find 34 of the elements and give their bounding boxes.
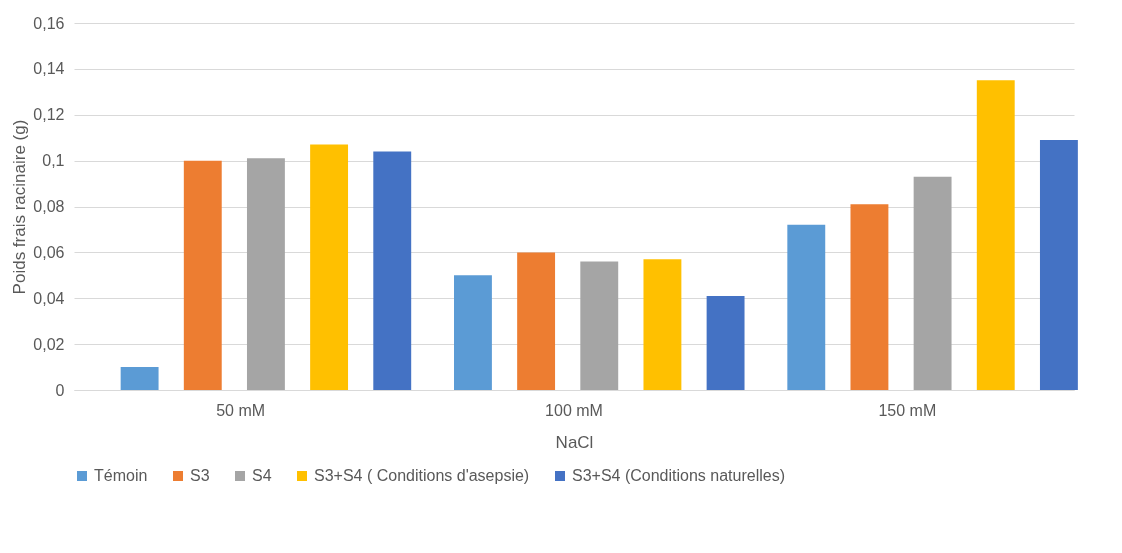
bar bbox=[913, 176, 952, 390]
y-tick-label: 0,06 bbox=[33, 243, 65, 261]
y-tick-label: 0,1 bbox=[42, 152, 65, 170]
y-tick-label: 0,14 bbox=[33, 60, 65, 78]
bar bbox=[120, 367, 159, 390]
y-tick-label: 0,08 bbox=[33, 198, 65, 215]
y-tick-label: 0 bbox=[55, 381, 65, 399]
legend-label: S3+S4 (Conditions naturelles) bbox=[572, 467, 786, 484]
bar bbox=[706, 295, 745, 390]
bar bbox=[517, 252, 556, 390]
legend-label: S3+S4 ( Conditions d'asepsie) bbox=[314, 467, 530, 484]
legend-label: S3 bbox=[190, 467, 210, 484]
legend-label: S4 bbox=[252, 467, 272, 484]
bar bbox=[580, 261, 619, 390]
y-tick-label: 0,12 bbox=[33, 106, 65, 124]
legend-label: Témoin bbox=[94, 467, 148, 484]
bar bbox=[310, 144, 349, 390]
bar bbox=[787, 224, 826, 390]
y-tick-label: 0,04 bbox=[33, 289, 65, 307]
bar bbox=[454, 275, 492, 390]
bar bbox=[643, 259, 682, 390]
bar bbox=[183, 160, 222, 390]
bar bbox=[246, 158, 285, 390]
bar bbox=[373, 151, 412, 390]
x-tick-label: 100 mM bbox=[545, 401, 603, 419]
y-tick-label: 0,16 bbox=[33, 14, 65, 32]
x-axis-title: NaCl bbox=[555, 432, 594, 452]
x-tick-label: 150 mM bbox=[878, 401, 937, 419]
bar bbox=[1039, 139, 1078, 390]
y-axis-title: Poids frais racinaire (g) bbox=[10, 119, 30, 295]
x-tick-label: 50 mM bbox=[216, 401, 266, 419]
bar bbox=[850, 204, 889, 390]
bar bbox=[976, 80, 1015, 390]
y-tick-label: 0,02 bbox=[33, 335, 65, 353]
